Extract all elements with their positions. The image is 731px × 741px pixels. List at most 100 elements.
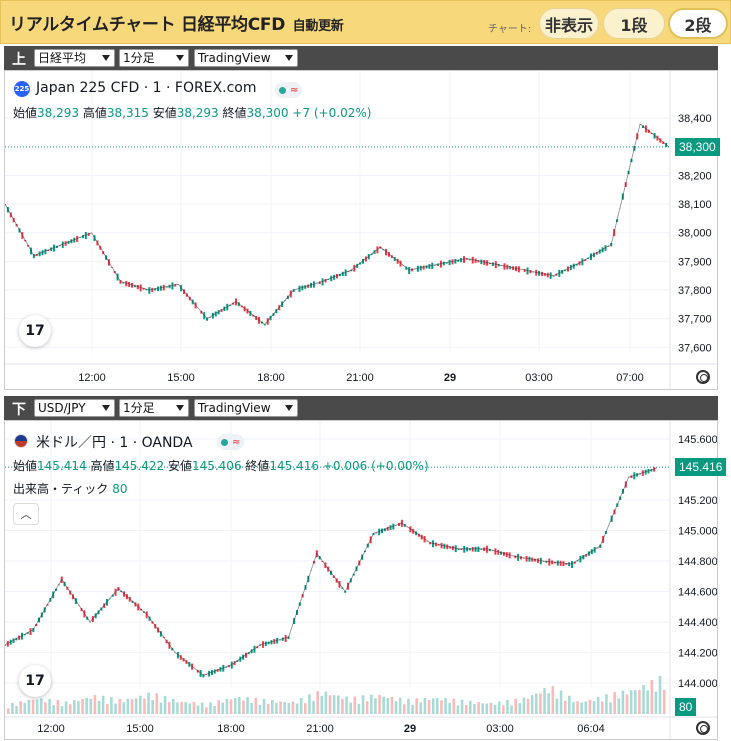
volume-bar [275,702,278,714]
volume-bar [563,700,567,714]
top-chart-canvas[interactable]: 38,400 38,200 38,100 38,000 37,900 37,800 37,7… [5,71,717,389]
two-panel-button[interactable]: 2段 [668,8,728,39]
volume-bar [588,699,592,714]
volume-bar [386,698,390,714]
y-tick-label: 37,700 [678,314,712,326]
high-label: 高値 [90,459,115,473]
top-last-price-tag: 38,300 [675,137,720,156]
volume-bar [304,703,307,714]
top-status-pill[interactable]: ≈ [275,82,303,98]
bottom-chart-area[interactable]: 145.600 145.200 145.000 144.800 144.600 144.4… [4,420,727,740]
high-value: 38,315 [106,106,149,120]
gear-icon[interactable] [696,370,710,384]
top-chart-area[interactable]: 38,400 38,200 38,100 38,000 37,900 37,800 37,7… [4,70,720,390]
y-tick-label: 38,400 [678,113,712,125]
hide-chart-button[interactable]: 非表示 [539,8,599,39]
volume-bar [506,700,509,714]
x-tick-label: 21:00 [306,723,334,735]
chevron-down-icon [176,55,184,61]
volume-bar [97,700,101,714]
volume-bar [114,703,117,714]
volume-bar [526,698,530,714]
tradingview-logo-icon[interactable]: 17 [19,665,51,697]
volume-bar [85,697,88,714]
volume-bar [332,695,336,714]
bottom-chart-canvas[interactable]: 145.600 145.200 145.000 144.800 144.600 144.4… [5,421,717,739]
top-interval-select[interactable]: 1分足 [119,49,189,67]
volume-bar [40,698,43,714]
volume-bar [155,693,159,714]
volume-bar [584,701,588,714]
bottom-symbol-select-value: USD/JPY [38,401,86,415]
realtime-wave-icon: ≈ [290,84,299,96]
auto-update-label: 自動更新 [292,19,344,34]
top-symbol-select-value: 日経平均 [38,51,87,65]
volume-bar [398,697,402,714]
volume-bar [324,691,328,714]
volume-bar [118,698,121,714]
volume-bar [650,679,654,714]
change-value: +0.006 (+0.00%) [322,459,429,473]
volume-bar [15,705,18,714]
top-source-select-value: TradingView [198,51,271,65]
low-label: 安値 [167,459,192,473]
x-tick-label: 03:00 [486,723,514,735]
chart-mode-label: チャート: [488,24,532,35]
volume-bar [31,699,35,714]
volume-bar [489,702,493,714]
bottom-chart-title[interactable]: 米ドル／円 · 1 · OANDA [36,435,193,451]
collapse-indicators-button[interactable]: ︿ [13,503,39,525]
y-tick-label: 144.800 [678,556,717,568]
chevron-down-icon [102,55,110,61]
top-source-select[interactable]: TradingView [194,49,298,67]
volume-bar [308,694,311,714]
volume-label: 出来高・ティック [13,482,109,496]
volume-bar [341,699,344,714]
bottom-interval-select[interactable]: 1分足 [119,399,189,417]
volume-bar [147,692,150,714]
y-tick-label: 38,100 [678,199,712,211]
volume-bar [77,701,80,714]
bottom-status-pill[interactable]: ≈ [217,434,245,450]
volume-bar [225,698,229,714]
gear-icon[interactable] [696,721,710,735]
bottom-symbol-select[interactable]: USD/JPY [34,399,115,417]
volume-bar [436,698,439,714]
volume-bar [89,698,93,714]
volume-bar [638,690,641,714]
volume-bar [242,700,245,714]
volume-bar [73,699,76,714]
tradingview-logo-icon[interactable]: 17 [19,315,51,347]
volume-bar [200,702,204,714]
volume-bar [658,675,662,714]
price-line [5,467,658,676]
high-value: 145.422 [114,459,165,473]
one-panel-button[interactable]: 1段 [603,8,665,39]
volume-indicator-line[interactable]: 出来高・ティック 80 [13,480,128,497]
volume-bar [167,702,171,714]
volume-bar [81,699,84,714]
volume-bar [415,698,418,714]
top-chart-title[interactable]: Japan 225 CFD · 1 · FOREX.com [36,80,257,96]
volume-bar [572,702,575,714]
volume-bar [580,702,583,714]
volume-bar [27,699,31,714]
market-open-icon [279,86,286,94]
volume-bar [464,705,468,714]
volume-bar [605,694,608,714]
volume-bar [180,701,183,714]
chevron-up-icon: ︿ [20,508,32,521]
bottom-source-select[interactable]: TradingView [194,399,298,417]
x-tick-label: 29 [404,723,416,735]
volume-bar [431,698,435,714]
volume-bar [299,697,303,714]
volume-bar [625,694,629,714]
chevron-down-icon [285,405,293,411]
volume-bar [233,698,237,714]
volume-bar [411,704,414,714]
top-symbol-select[interactable]: 日経平均 [34,49,115,67]
volume-bar [196,705,200,714]
volume-bar [596,696,600,714]
volume-bar [130,699,134,714]
volume-bar [353,696,357,714]
